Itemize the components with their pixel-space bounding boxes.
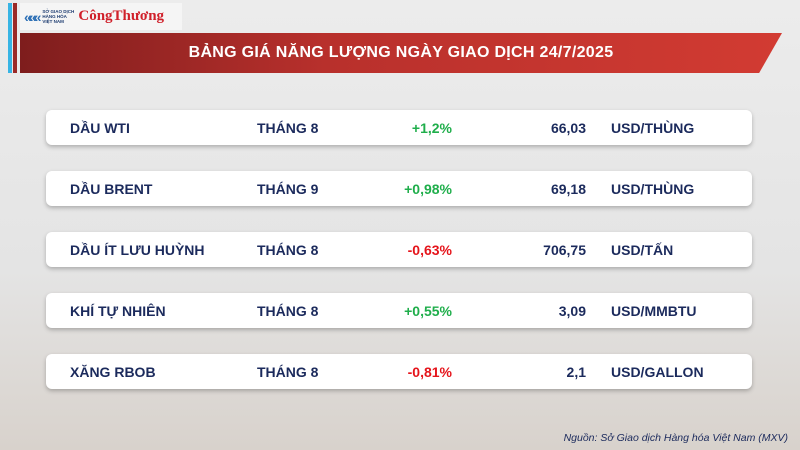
commodity-name: DẦU BRENT: [70, 181, 153, 197]
contract-month: THÁNG 8: [257, 242, 319, 258]
change-percent: -0,81%: [407, 364, 452, 380]
contract-month: THÁNG 8: [257, 364, 319, 380]
logo-congthuong: CôngThương: [78, 8, 165, 24]
table-row: XĂNG RBOB THÁNG 8 -0,81% 2,1 USD/GALLON: [46, 354, 752, 389]
logo: ««« SỞ GIAO DỊCH HÀNG HÓA VIỆT NAM CôngT…: [20, 3, 182, 30]
price-value: 3,09: [558, 303, 586, 319]
table-row: DẦU ÍT LƯU HUỲNH THÁNG 8 -0,63% 706,75 USD/T…: [46, 232, 752, 267]
logo-sgd-text: SỞ GIAO DỊCH HÀNG HÓA VIỆT NAM: [42, 9, 75, 24]
table-row: KHÍ TỰ NHIÊN THÁNG 8 +0,55% 3,09 USD/MMBTU: [46, 293, 752, 328]
price-unit: USD/MMBTU: [611, 303, 697, 319]
price-unit: USD/GALLON: [611, 364, 704, 380]
commodity-name: DẦU ÍT LƯU HUỲNH: [70, 242, 205, 258]
source-note: Nguồn: Sở Giao dịch Hàng hóa Việt Nam (M…: [563, 432, 788, 444]
change-percent: +0,55%: [404, 303, 452, 319]
change-percent: +1,2%: [411, 120, 452, 136]
accent-bar-red: [13, 3, 17, 73]
commodity-name: DẦU WTI: [70, 120, 130, 136]
price-unit: USD/THÙNG: [611, 120, 695, 136]
contract-month: THÁNG 8: [257, 120, 319, 136]
change-percent: +0,98%: [404, 181, 452, 197]
title-banner: BẢNG GIÁ NĂNG LƯỢNG NGÀY GIAO DỊCH 24/7/…: [20, 33, 782, 73]
price-unit: USD/THÙNG: [611, 181, 695, 197]
price-unit: USD/TẤN: [611, 242, 674, 258]
price-value: 2,1: [566, 364, 586, 380]
commodity-name: XĂNG RBOB: [70, 364, 156, 380]
table-row: DẦU WTI THÁNG 8 +1,2% 66,03 USD/THÙNG: [46, 110, 752, 145]
contract-month: THÁNG 8: [257, 303, 319, 319]
price-value: 66,03: [550, 120, 586, 136]
contract-month: THÁNG 9: [257, 181, 319, 197]
commodity-name: KHÍ TỰ NHIÊN: [70, 303, 166, 319]
accent-bar-blue: [8, 3, 12, 73]
table-row: DẦU BRENT THÁNG 9 +0,98% 69,18 USD/THÙNG: [46, 171, 752, 206]
mxv-logo-icon: «««: [24, 8, 41, 25]
price-value: 69,18: [550, 181, 586, 197]
page-title: BẢNG GIÁ NĂNG LƯỢNG NGÀY GIAO DỊCH 24/7/…: [188, 44, 614, 61]
change-percent: -0,63%: [407, 242, 452, 258]
price-value: 706,75: [543, 242, 586, 258]
